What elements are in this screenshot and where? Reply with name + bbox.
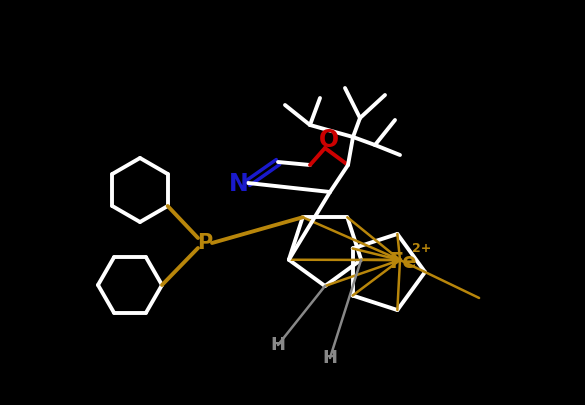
Text: H: H xyxy=(322,349,338,367)
Text: P: P xyxy=(197,233,212,253)
Text: N: N xyxy=(229,172,249,196)
Text: Fe: Fe xyxy=(389,252,417,272)
Text: H: H xyxy=(270,336,285,354)
Text: O: O xyxy=(319,128,339,152)
Text: 2+: 2+ xyxy=(412,243,432,256)
